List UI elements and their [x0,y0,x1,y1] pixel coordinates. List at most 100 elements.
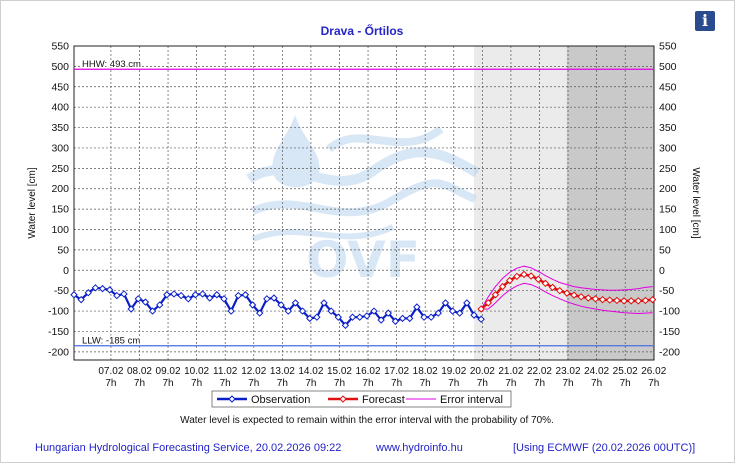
observation-point [448,307,457,315]
legend-marker-forecast [339,395,347,403]
watermark-wave-2 [326,125,444,153]
watermark-wave-3 [251,179,477,217]
y-tick-label-left: 450 [51,81,69,93]
y-tick-label-right: 550 [659,41,677,53]
y-tick-label-left: -150 [48,326,69,338]
observation-point [477,315,485,323]
legend-label-observation: Observation [251,394,310,406]
x-tick-date-label: 10.02 [184,366,209,377]
y-tick-label-left: 500 [51,61,69,73]
observation-point [156,301,164,309]
y-tick-label-right: 0 [659,265,665,277]
observation-point [191,291,200,299]
x-tick-hour-label: 7h [220,378,231,389]
y-tick-label-right: 500 [659,61,677,73]
y-tick-label-right: 200 [659,183,677,195]
observation-point [398,314,407,323]
y-tick-label-right: 350 [659,122,677,134]
observation-point [284,307,292,315]
error-interval-lower [481,282,653,315]
y-tick-label-right: -100 [659,306,680,318]
observation-point [227,307,235,315]
reference-label-llw: LLW: -185 cm [82,336,140,347]
legend-marker-observation [228,395,236,403]
y-tick-label-left: 100 [51,224,69,236]
observation-point [256,309,264,317]
observation-point [370,307,378,315]
x-tick-hour-label: 7h [334,378,345,389]
observation-point [348,313,357,321]
footer-website-link[interactable]: www.hydroinfo.hu [376,442,463,454]
observation-point [356,313,364,321]
x-tick-date-label: 24.02 [584,366,609,377]
forecast-point [584,294,592,302]
x-tick-date-label: 13.02 [270,366,295,377]
observation-point [441,299,450,307]
ovf-watermark-logo: OVF [246,115,480,289]
observation-point [163,291,171,299]
observation-point [306,314,314,323]
forecast-point [491,291,500,299]
observation-point [84,289,92,297]
observation-point [320,299,328,307]
observation-point [198,290,207,298]
x-tick-date-label: 07.02 [98,366,123,377]
x-tick-date-label: 26.02 [641,366,666,377]
observation-point [134,295,142,303]
x-tick-date-label: 11.02 [213,366,238,377]
x-tick-date-label: 25.02 [613,366,638,377]
observation-point [384,309,392,317]
y-tick-label-left: 50 [57,244,69,256]
observation-point [241,291,250,299]
x-tick-date-label: 19.02 [441,366,466,377]
y-axis-title-right: Water level [cm] [690,167,701,239]
observation-point [277,301,285,309]
x-tick-hour-label: 7h [248,378,259,389]
observation-point [91,284,100,292]
y-axis-title-left: Water level [cm] [27,167,38,239]
observation-point [427,313,435,321]
y-tick-label-left: 0 [63,265,69,277]
y-tick-label-left: -100 [48,306,69,318]
observation-point [98,284,107,293]
x-tick-hour-label: 7h [391,378,402,389]
x-tick-date-label: 20.02 [470,366,495,377]
forecast-shading-2 [566,46,654,360]
x-tick-hour-label: 7h [620,378,631,389]
observation-point [148,307,157,315]
observation-point [406,314,414,323]
observation-point [120,290,128,298]
observation-point [463,299,471,307]
x-tick-hour-label: 7h [162,378,173,389]
forecast-point [556,286,564,295]
observation-point [113,291,121,300]
observation-point [184,295,192,303]
forecast-point [527,272,535,280]
footer-model-info: [Using ECMWF (20.02.2026 00UTC)] [513,442,696,454]
plot-border [73,45,655,361]
observation-point [127,305,135,313]
observation-point [177,291,185,300]
y-tick-label-left: 250 [51,163,69,175]
x-tick-hour-label: 7h [191,378,202,389]
x-tick-date-label: 16.02 [356,366,381,377]
x-tick-date-label: 12.02 [241,366,266,377]
observation-point [220,295,228,303]
observation-point [456,309,464,317]
info-icon[interactable]: i [695,11,715,31]
y-tick-label-right: -150 [659,326,680,338]
watermark-drop [272,115,320,188]
x-tick-date-label: 09.02 [156,366,181,377]
y-tick-label-left: 350 [51,122,69,134]
observation-point [106,286,114,294]
legend-label-forecast: Forecast [362,394,405,406]
reference-label-hhw: HHW: 493 cm [82,59,141,70]
forecast-point [591,295,600,303]
observation-point [141,298,150,306]
x-tick-hour-label: 7h [562,378,573,389]
x-tick-date-label: 18.02 [413,366,438,377]
x-tick-date-label: 14.02 [298,366,323,377]
y-tick-label-left: 400 [51,102,69,114]
